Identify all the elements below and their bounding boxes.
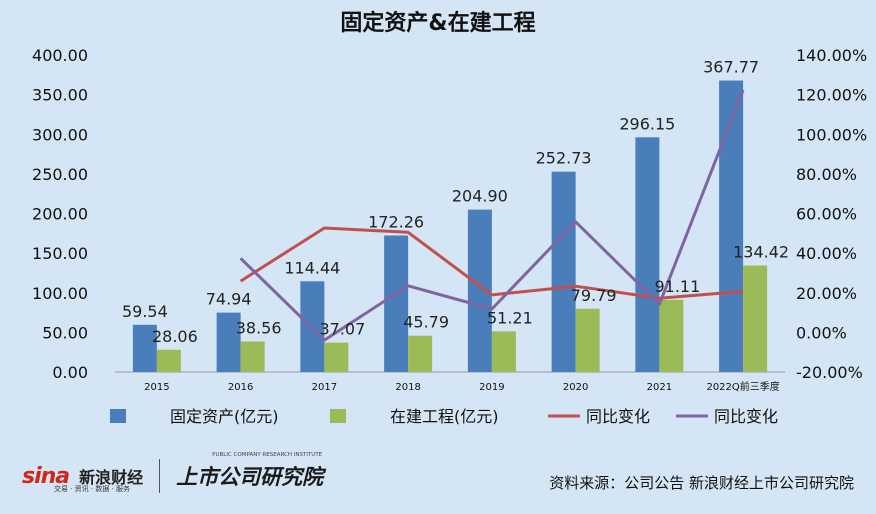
x-tick-label: 2019 (479, 382, 504, 393)
bar-fixed-assets (216, 312, 241, 372)
bar-construction (240, 341, 265, 372)
y-right-tick-label: 120.00% (796, 86, 867, 105)
data-label-construction: 37.07 (319, 320, 365, 339)
x-tick-label: 2015 (144, 382, 169, 393)
data-label-fixed-assets: 74.94 (206, 290, 252, 309)
bar-fixed-assets (635, 137, 660, 372)
bar-construction (491, 331, 516, 372)
brand-divider (159, 459, 161, 493)
bar-construction (324, 342, 349, 372)
data-label-construction: 38.56 (236, 318, 282, 337)
data-label-construction: 51.21 (487, 308, 533, 327)
footer-brand: sina 新浪财经 交易 · 资讯 · 数据 · 服务 上市公司研究院 PUBL… (22, 452, 324, 496)
sina-brand-name: 新浪财经 (79, 468, 144, 487)
y-right-tick-label: 20.00% (796, 284, 857, 303)
research-institute-en: PUBLIC COMPANY RESEARCH INSTITUTE (212, 452, 323, 458)
x-tick-label: 2021 (647, 382, 672, 393)
x-tick-label: 2017 (312, 382, 337, 393)
bar-fixed-assets (551, 171, 576, 372)
data-label-fixed-assets: 204.90 (452, 187, 508, 206)
y-right-tick-label: 80.00% (796, 165, 857, 184)
data-label-fixed-assets: 367.77 (703, 58, 759, 77)
y-right-tick-label: 100.00% (796, 125, 867, 144)
y-left-tick-label: 250.00 (32, 165, 88, 184)
y-left-tick-label: 400.00 (32, 46, 88, 65)
legend-fixed-assets-swatch (110, 409, 126, 423)
y-right-tick-label: 0.00% (796, 323, 847, 342)
data-label-fixed-assets: 252.73 (536, 149, 592, 168)
data-label-fixed-assets: 172.26 (368, 212, 424, 231)
data-label-fixed-assets: 114.44 (284, 258, 340, 277)
bar-fixed-assets (132, 324, 157, 372)
sina-logo: sina (22, 463, 70, 489)
x-tick-label: 2016 (228, 382, 253, 393)
x-tick-label: 2020 (563, 382, 588, 393)
y-right-tick-label: 140.00% (796, 46, 867, 65)
bar-construction (743, 265, 768, 372)
legend-fixed-assets-yoy-label: 同比变化 (586, 407, 650, 426)
data-label-construction: 45.79 (403, 313, 449, 332)
bar-fixed-assets (719, 80, 744, 373)
research-institute-logo: 上市公司研究院 PUBLIC COMPANY RESEARCH INSTITUT… (176, 452, 324, 491)
bar-construction (156, 349, 181, 372)
data-label-construction: 134.42 (733, 242, 789, 261)
y-left-tick-label: 150.00 (32, 244, 88, 263)
research-institute-name: 上市公司研究院 (176, 464, 324, 489)
chart-title: 固定资产&在建工程 (340, 10, 535, 36)
data-label-construction: 91.11 (654, 277, 700, 296)
y-left-tick-label: 350.00 (32, 86, 88, 105)
y-right-tick-label: -20.00% (796, 363, 863, 382)
y-left-tick-label: 100.00 (32, 284, 88, 303)
bar-fixed-assets (384, 235, 409, 372)
y-left-tick-label: 50.00 (42, 323, 88, 342)
y-left-tick-label: 0.00 (52, 363, 88, 382)
x-tick-label: 2022Q前三季度 (706, 380, 779, 393)
legend-construction-label: 在建工程(亿元) (390, 407, 499, 426)
y-right-tick-label: 60.00% (796, 205, 857, 224)
line-construction-yoy (239, 89, 745, 342)
y-left-tick-label: 200.00 (32, 205, 88, 224)
source-note: 资料来源：公司公告 新浪财经上市公司研究院 (549, 474, 854, 492)
bar-construction (575, 308, 600, 372)
bar-construction (408, 335, 433, 372)
legend-construction-swatch (330, 409, 346, 423)
legend-fixed-assets-label: 固定资产(亿元) (170, 407, 279, 426)
y-right-tick-label: 40.00% (796, 244, 857, 263)
y-left-tick-label: 300.00 (32, 125, 88, 144)
x-tick-label: 2018 (395, 382, 420, 393)
data-label-fixed-assets: 296.15 (619, 114, 675, 133)
data-label-construction: 79.79 (571, 286, 617, 305)
sina-tagline: 交易 · 资讯 · 数据 · 服务 (54, 485, 131, 493)
data-label-construction: 28.06 (152, 327, 198, 346)
bar-construction (659, 299, 684, 372)
line-fixed-assets-yoy (239, 226, 744, 300)
legend-construction-yoy-label: 同比变化 (714, 407, 778, 426)
data-label-fixed-assets: 59.54 (122, 302, 168, 321)
